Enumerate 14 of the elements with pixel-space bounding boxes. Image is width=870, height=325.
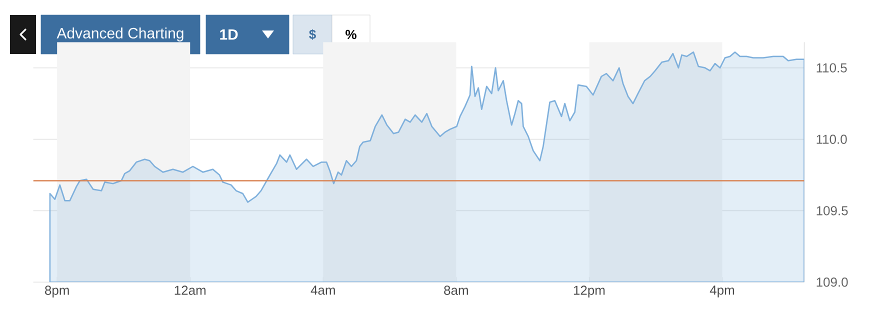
y-tick-label: 109.5 bbox=[816, 206, 848, 216]
text: Advanced Charting bbox=[56, 28, 184, 42]
text: 1D bbox=[220, 29, 238, 40]
x-tick-label: 8am bbox=[444, 286, 468, 295]
text: % bbox=[346, 30, 356, 40]
text: $ bbox=[309, 29, 316, 40]
y-tick-label: 110.0 bbox=[816, 134, 847, 144]
x-tick-label: 8pm bbox=[45, 286, 69, 298]
y-tick-label: 110.5 bbox=[816, 63, 847, 72]
x-tick-label: 12pm bbox=[574, 286, 605, 298]
x-tick-label: 12am bbox=[174, 286, 206, 295]
y-tick-label: 109.0 bbox=[816, 278, 848, 287]
x-tick-label: 4pm bbox=[710, 286, 734, 298]
x-tick-label: 4am bbox=[310, 286, 335, 295]
